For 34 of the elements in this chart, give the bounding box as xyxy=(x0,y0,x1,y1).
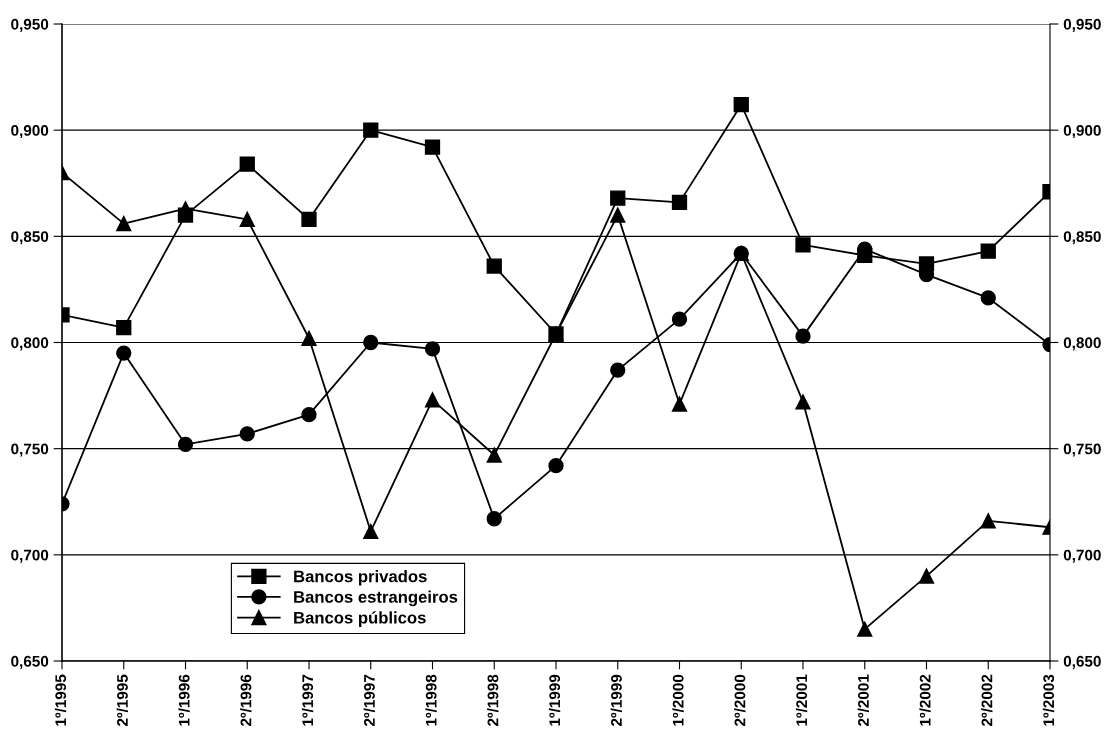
y2-tick-label: 0,800 xyxy=(1063,337,1101,351)
x-tick-label: 2º/1996 xyxy=(240,674,252,726)
x-tick-label: 2º/1995 xyxy=(116,674,129,726)
x-tick-label: 1º/1998 xyxy=(425,674,437,726)
x-tick-label: 1º/1995 xyxy=(54,674,67,726)
y-tick-label: 0,850 xyxy=(11,231,49,245)
legend-label: Bancos estrangeiros xyxy=(294,590,458,607)
y2-tick-label: 0,850 xyxy=(1063,231,1101,245)
y-tick-label: 0,800 xyxy=(11,337,49,351)
x-tick-label: 2º/2001 xyxy=(857,674,870,726)
y-tick-label: 0,700 xyxy=(11,549,49,563)
y2-tick-label: 0,900 xyxy=(1063,125,1101,139)
x-tick-label: 1º/2001 xyxy=(795,674,808,726)
x-tick-label: 1º/2003 xyxy=(1042,674,1055,726)
x-tick-label: 2º/2000 xyxy=(734,674,746,726)
y2-tick-label: 0,750 xyxy=(1063,443,1101,457)
x-tick-label: 1º/1999 xyxy=(548,674,561,726)
y-tick-label: 0,900 xyxy=(11,125,49,139)
x-tick-label: 2º/1997 xyxy=(363,674,376,726)
x-tick-label: 2º/1999 xyxy=(610,674,623,726)
y2-tick-label: 0,950 xyxy=(1063,18,1101,32)
x-tick-label: 1º/2000 xyxy=(672,674,684,726)
y2-tick-label: 0,700 xyxy=(1063,549,1101,563)
x-tick-label: 1º/2002 xyxy=(919,674,931,726)
y-tick-label: 0,950 xyxy=(11,18,49,32)
legend-label: Bancos privados xyxy=(294,570,427,586)
y2-tick-label: 0,650 xyxy=(1063,655,1101,669)
legend-label: Bancos públicos xyxy=(294,611,426,627)
x-tick-label: 2º/1998 xyxy=(487,674,499,726)
x-tick-label: 2º/2002 xyxy=(981,674,993,726)
x-tick-label: 1º/1997 xyxy=(301,674,314,726)
x-tick-label: 1º/1996 xyxy=(178,674,190,726)
y-tick-label: 0,750 xyxy=(11,443,49,457)
y-tick-label: 0,650 xyxy=(11,655,49,669)
